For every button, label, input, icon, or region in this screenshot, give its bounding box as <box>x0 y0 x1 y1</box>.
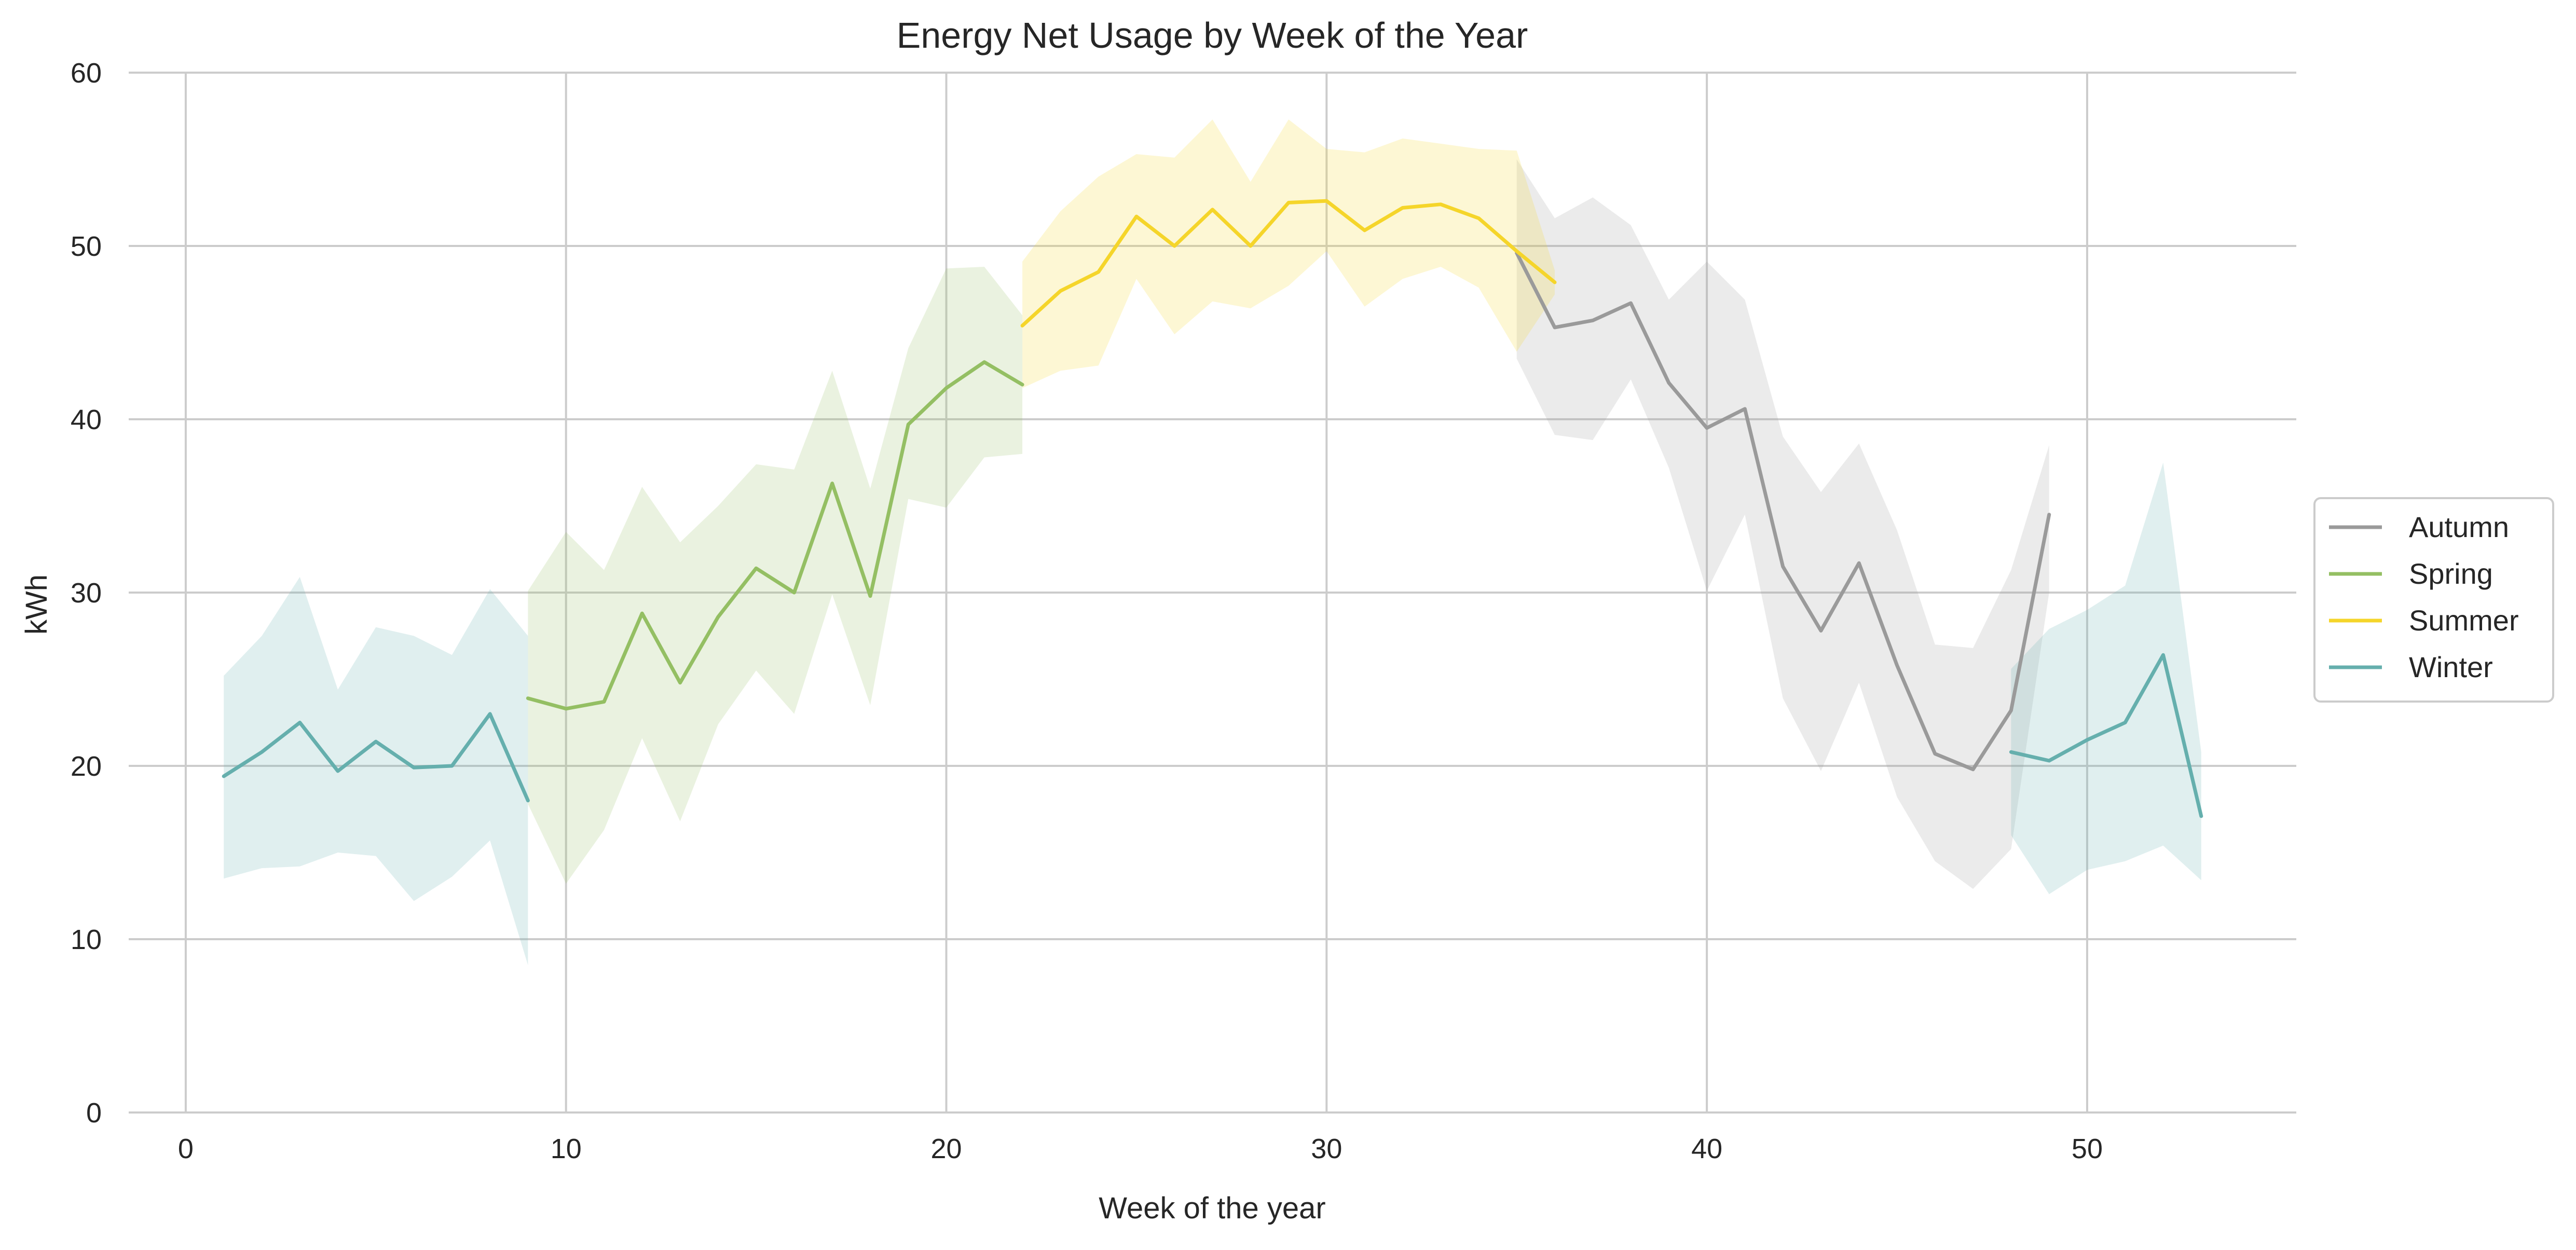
summer-band <box>1022 119 1555 388</box>
axes: 0 10 20 30 40 50 60 0 10 20 30 40 50 <box>71 58 2103 1164</box>
y-tick-label: 50 <box>71 231 102 262</box>
winter-point <box>2125 722 2126 723</box>
y-tick-label: 0 <box>86 1097 102 1129</box>
legend: Autumn Spring Summer Winter <box>2313 497 2554 703</box>
autumn-point <box>1630 303 1632 304</box>
x-tick-label: 20 <box>930 1133 962 1164</box>
x-axis-label: Week of the year <box>1099 1191 1325 1225</box>
winter-line <box>2009 653 2203 818</box>
summer-point <box>1022 325 1023 326</box>
spring-line <box>526 360 1024 711</box>
legend-label-autumn: Autumn <box>2409 511 2509 543</box>
autumn-point <box>1668 382 1669 383</box>
legend-label-summer: Summer <box>2409 604 2519 637</box>
spring-band <box>528 267 1023 884</box>
winter-point <box>2087 739 2088 740</box>
spring-point <box>756 568 757 569</box>
grid-lines <box>129 72 2296 1114</box>
y-tick-label: 30 <box>71 578 102 609</box>
y-axis-label: kWh <box>20 574 53 635</box>
legend-box <box>2313 497 2554 703</box>
y-tick-label: 60 <box>71 58 102 89</box>
x-tick-label: 30 <box>1311 1133 1342 1164</box>
winter-band <box>2011 462 2201 895</box>
autumn-band <box>1516 159 2049 889</box>
summer-point <box>1212 209 1213 210</box>
x-tick-label: 50 <box>2072 1133 2103 1164</box>
legend-label-winter: Winter <box>2409 651 2493 683</box>
series-lines <box>222 199 2203 818</box>
x-tick-label: 0 <box>178 1133 194 1164</box>
x-tick-label: 40 <box>1691 1133 1722 1164</box>
x-tick-label: 10 <box>551 1133 582 1164</box>
y-tick-label: 20 <box>71 751 102 782</box>
winter-band <box>224 576 528 966</box>
summer-point <box>1516 251 1517 252</box>
legend-label-spring: Spring <box>2409 557 2493 590</box>
chart-title: Energy Net Usage by Week of the Year <box>897 15 1528 56</box>
winter-point <box>299 722 300 723</box>
autumn-point <box>1972 769 1974 770</box>
y-tick-label: 10 <box>71 924 102 955</box>
spring-point <box>1022 384 1023 385</box>
y-tick-label: 40 <box>71 404 102 435</box>
spring-point <box>908 424 909 425</box>
